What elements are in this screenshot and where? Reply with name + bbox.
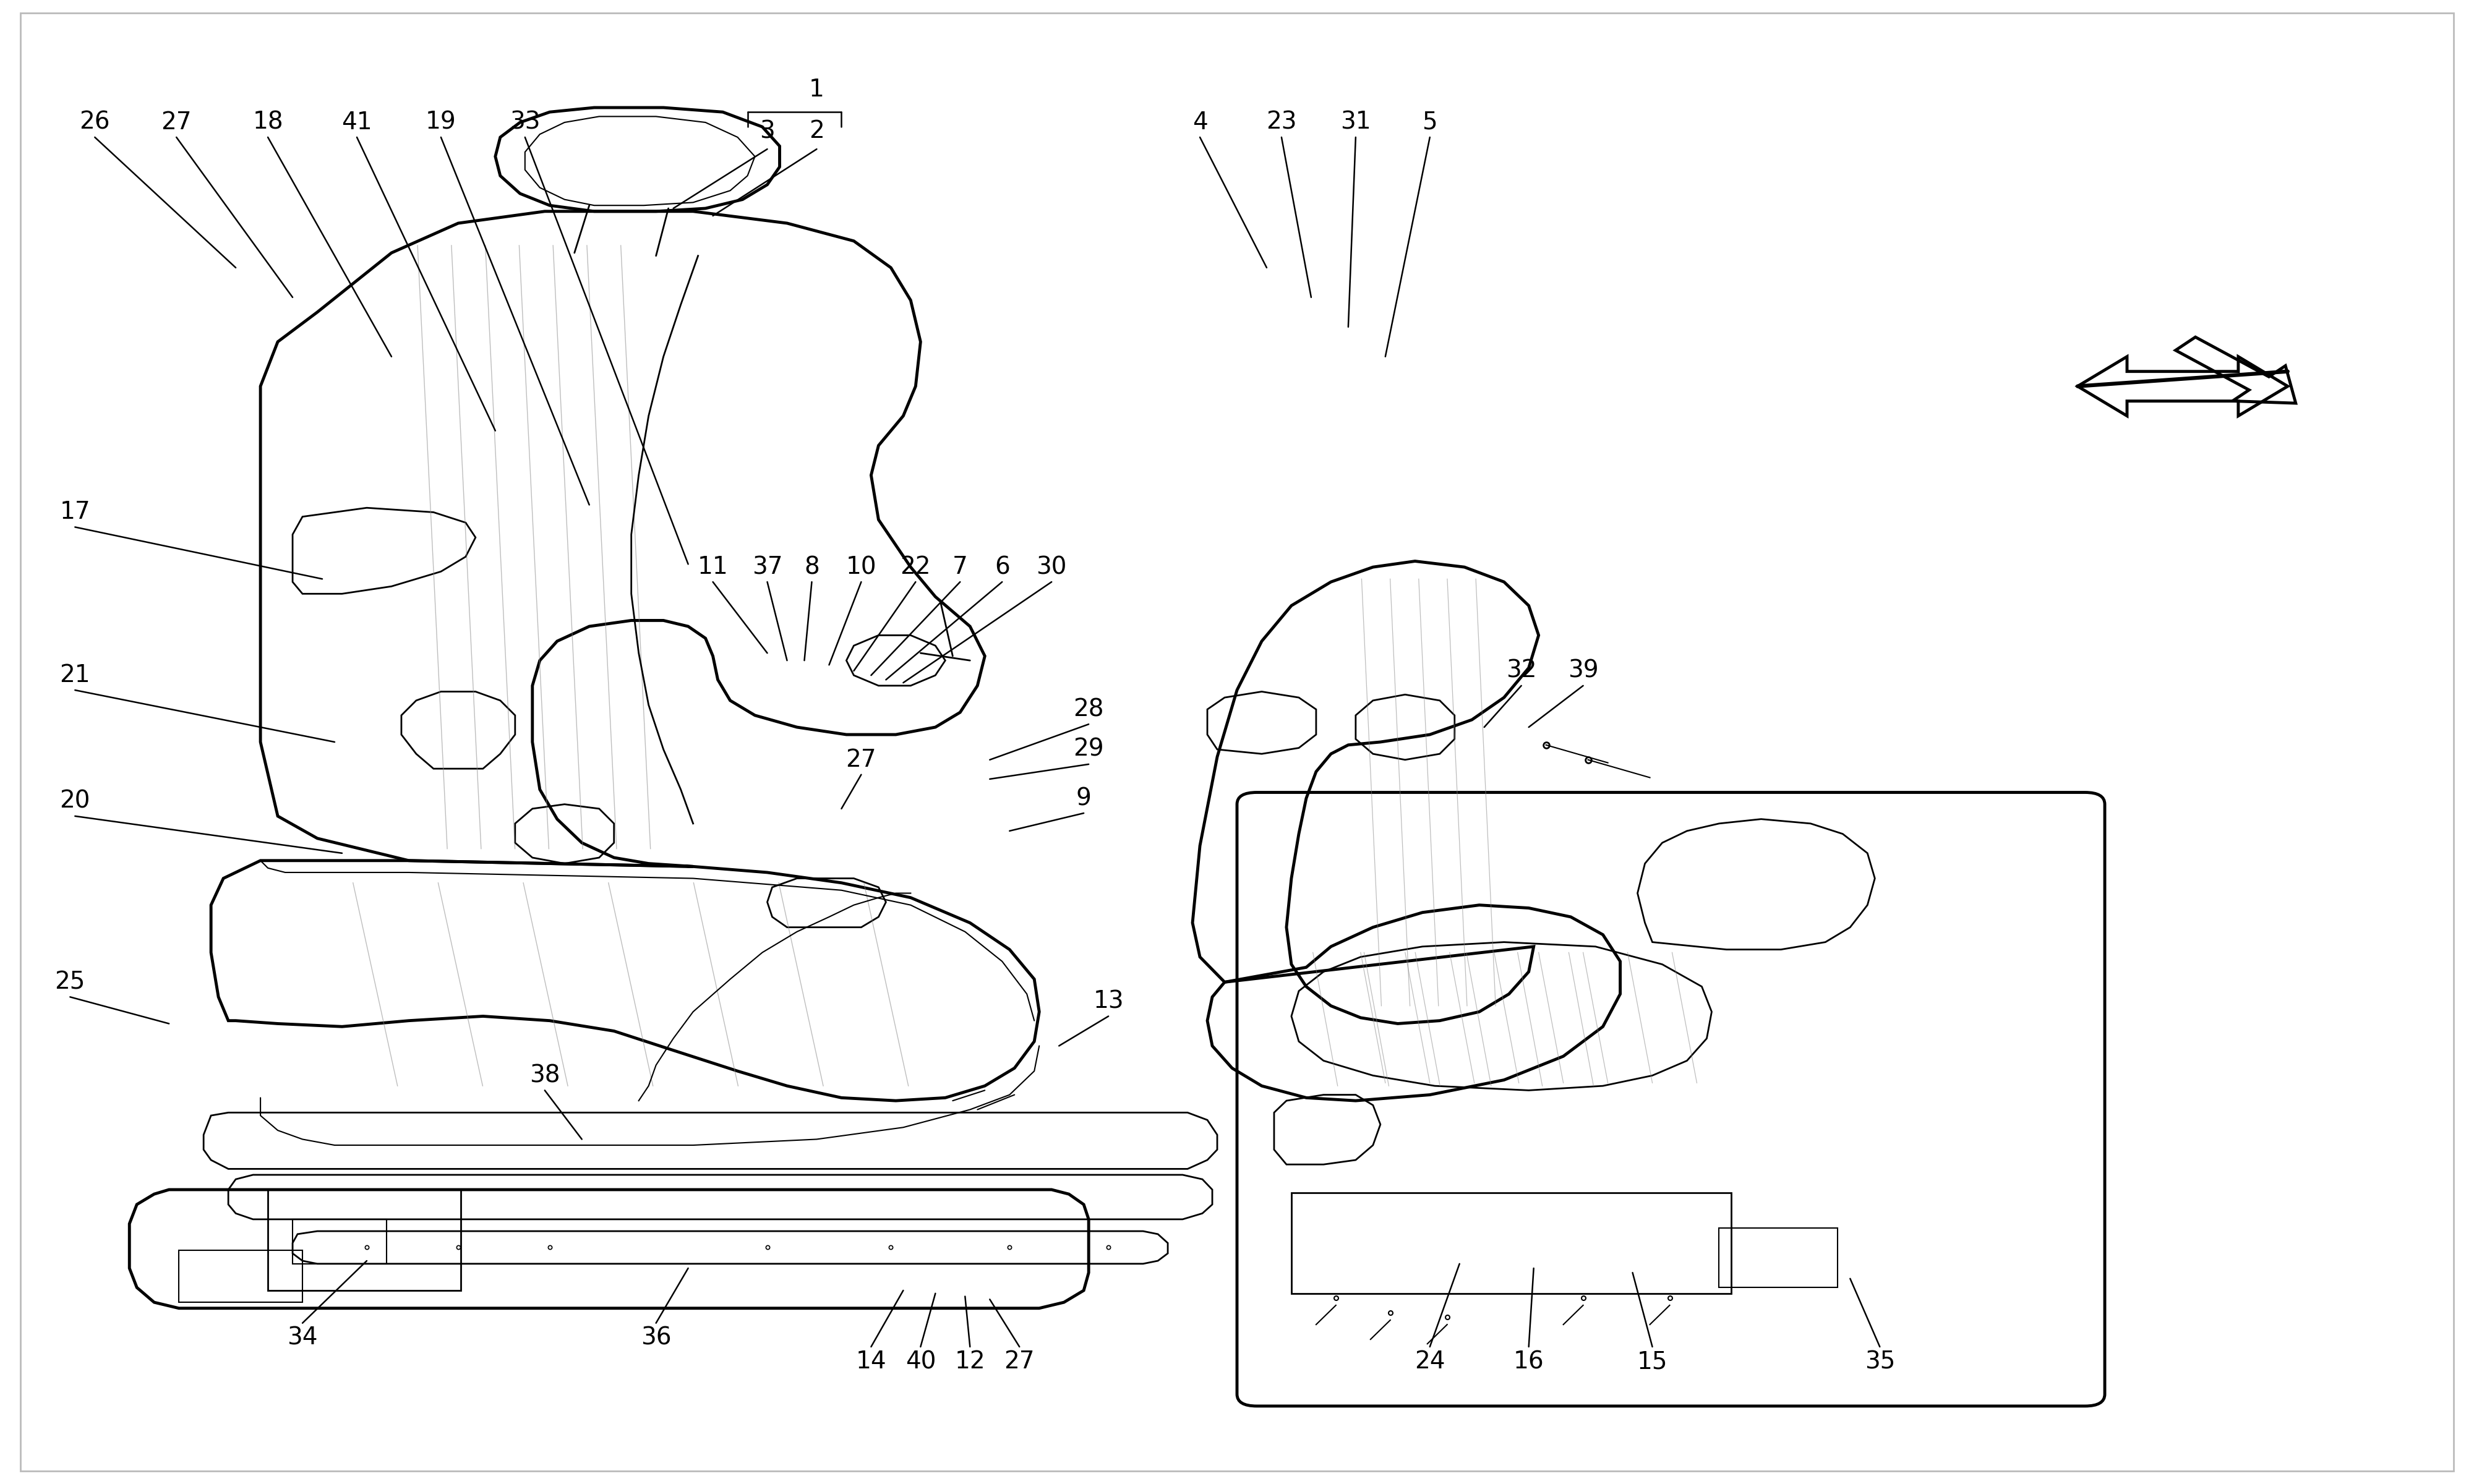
Text: 33: 33 xyxy=(510,111,539,134)
Text: 25: 25 xyxy=(54,971,84,994)
Text: 23: 23 xyxy=(1267,111,1296,134)
Text: 16: 16 xyxy=(1514,1350,1544,1373)
Text: 19: 19 xyxy=(426,111,455,134)
Text: 17: 17 xyxy=(59,500,92,524)
Text: 6: 6 xyxy=(995,555,1009,579)
Text: 29: 29 xyxy=(1074,738,1103,761)
Text: 3: 3 xyxy=(760,120,774,142)
Text: 27: 27 xyxy=(846,748,876,772)
Text: 8: 8 xyxy=(804,555,819,579)
Text: 21: 21 xyxy=(59,663,92,687)
Text: 4: 4 xyxy=(1192,111,1207,134)
Text: 24: 24 xyxy=(1415,1350,1445,1373)
Text: 40: 40 xyxy=(905,1350,935,1373)
Text: 27: 27 xyxy=(161,111,193,134)
Text: 5: 5 xyxy=(1423,111,1437,134)
Text: 15: 15 xyxy=(1638,1350,1667,1373)
Text: 7: 7 xyxy=(952,555,967,579)
Text: 35: 35 xyxy=(1865,1350,1895,1373)
Text: 1: 1 xyxy=(809,79,824,101)
Text: 37: 37 xyxy=(752,555,782,579)
Text: 18: 18 xyxy=(252,111,282,134)
Text: 32: 32 xyxy=(1507,659,1536,683)
Text: 41: 41 xyxy=(341,111,371,134)
Text: 13: 13 xyxy=(1094,990,1123,1014)
Text: 10: 10 xyxy=(846,555,876,579)
Text: 20: 20 xyxy=(59,789,92,813)
Text: 2: 2 xyxy=(809,120,824,142)
Text: 9: 9 xyxy=(1076,787,1091,810)
Text: 12: 12 xyxy=(955,1350,985,1373)
Text: 30: 30 xyxy=(1037,555,1066,579)
Text: 14: 14 xyxy=(856,1350,886,1373)
Text: 36: 36 xyxy=(641,1327,670,1349)
Text: 39: 39 xyxy=(1569,659,1598,683)
Text: 28: 28 xyxy=(1074,697,1103,721)
Text: 31: 31 xyxy=(1341,111,1371,134)
Text: 38: 38 xyxy=(529,1064,559,1088)
Text: 34: 34 xyxy=(287,1327,317,1349)
Text: 22: 22 xyxy=(901,555,930,579)
Text: 26: 26 xyxy=(79,111,111,134)
Text: 27: 27 xyxy=(1004,1350,1034,1373)
Text: 11: 11 xyxy=(698,555,727,579)
